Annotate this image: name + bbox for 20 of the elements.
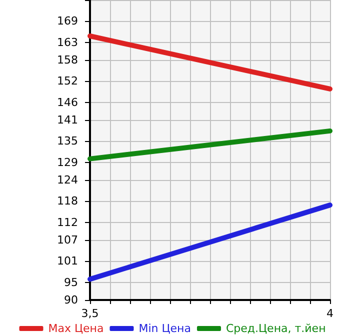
y-tick-label: 129 (57, 156, 78, 169)
y-tick-label: 152 (57, 74, 78, 88)
y-tick-label: 124 (57, 174, 78, 186)
legend-label: Min Цена (138, 322, 191, 335)
y-tick-label: 112 (57, 216, 78, 229)
y-tick-label: 118 (57, 194, 78, 208)
x-tick-label: 3,5 (81, 307, 99, 320)
legend-label: Сред.Цена, т.йен (226, 322, 326, 335)
y-tick-label: 95 (64, 276, 78, 289)
y-tick-label: 101 (57, 254, 78, 268)
y-tick-label: 135 (57, 134, 78, 148)
y-tick-label: 107 (57, 234, 78, 246)
y-tick-label: 141 (57, 114, 78, 126)
y-tick-label: 146 (57, 96, 78, 109)
y-tick-label: 158 (57, 54, 78, 66)
y-tick-label: 169 (57, 14, 78, 28)
y-tick-label: 163 (57, 36, 78, 49)
x-tick-label: 4 (326, 307, 334, 320)
legend-label: Max Цена (48, 322, 104, 335)
y-tick-label: 90 (64, 294, 78, 306)
